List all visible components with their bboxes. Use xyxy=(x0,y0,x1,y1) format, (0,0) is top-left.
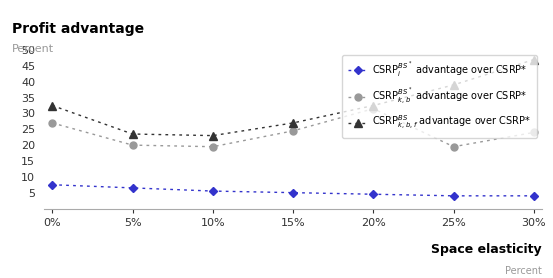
CSRP$_{k,b}^{BS^*}$ advantage over CSRP* xyxy=(290,129,296,133)
CSRP$_{k,b,f}^{BS}$ advantage over CSRP* xyxy=(49,104,56,107)
CSRP$_i^{BS^*}$ advantage over CSRP* xyxy=(49,183,56,186)
CSRP$_{k,b,f}^{BS}$ advantage over CSRP* xyxy=(530,58,537,61)
Text: Percent: Percent xyxy=(505,265,542,275)
Line: CSRP$_i^{BS^*}$ advantage over CSRP*: CSRP$_i^{BS^*}$ advantage over CSRP* xyxy=(49,182,537,198)
CSRP$_{k,b,f}^{BS}$ advantage over CSRP* xyxy=(450,83,457,86)
Text: Percent: Percent xyxy=(12,44,54,54)
CSRP$_i^{BS^*}$ advantage over CSRP* xyxy=(530,194,537,197)
CSRP$_{k,b}^{BS^*}$ advantage over CSRP* xyxy=(49,121,56,125)
CSRP$_{k,b,f}^{BS}$ advantage over CSRP* xyxy=(370,104,377,107)
Text: Space elasticity: Space elasticity xyxy=(431,243,542,256)
CSRP$_{k,b,f}^{BS}$ advantage over CSRP* xyxy=(129,132,136,136)
CSRP$_{k,b}^{BS^*}$ advantage over CSRP* xyxy=(210,145,216,148)
CSRP$_{k,b}^{BS^*}$ advantage over CSRP* xyxy=(370,107,377,110)
CSRP$_i^{BS^*}$ advantage over CSRP* xyxy=(129,186,136,190)
Line: CSRP$_{k,b}^{BS^*}$ advantage over CSRP*: CSRP$_{k,b}^{BS^*}$ advantage over CSRP* xyxy=(49,105,538,150)
CSRP$_{k,b}^{BS^*}$ advantage over CSRP* xyxy=(129,143,136,147)
CSRP$_i^{BS^*}$ advantage over CSRP* xyxy=(210,189,216,193)
CSRP$_{k,b}^{BS^*}$ advantage over CSRP* xyxy=(530,131,537,134)
CSRP$_i^{BS^*}$ advantage over CSRP* xyxy=(370,193,377,196)
CSRP$_i^{BS^*}$ advantage over CSRP* xyxy=(290,191,296,194)
CSRP$_{k,b,f}^{BS}$ advantage over CSRP* xyxy=(210,134,216,137)
Line: CSRP$_{k,b,f}^{BS}$ advantage over CSRP*: CSRP$_{k,b,f}^{BS}$ advantage over CSRP* xyxy=(48,55,538,140)
Legend: CSRP$_i^{BS^*}$ advantage over CSRP*, CSRP$_{k,b}^{BS^*}$ advantage over CSRP*, : CSRP$_i^{BS^*}$ advantage over CSRP*, CS… xyxy=(342,55,537,138)
CSRP$_{k,b}^{BS^*}$ advantage over CSRP* xyxy=(450,145,457,148)
Text: Profit advantage: Profit advantage xyxy=(12,21,144,36)
CSRP$_{k,b,f}^{BS}$ advantage over CSRP* xyxy=(290,121,296,125)
CSRP$_i^{BS^*}$ advantage over CSRP* xyxy=(450,194,457,197)
